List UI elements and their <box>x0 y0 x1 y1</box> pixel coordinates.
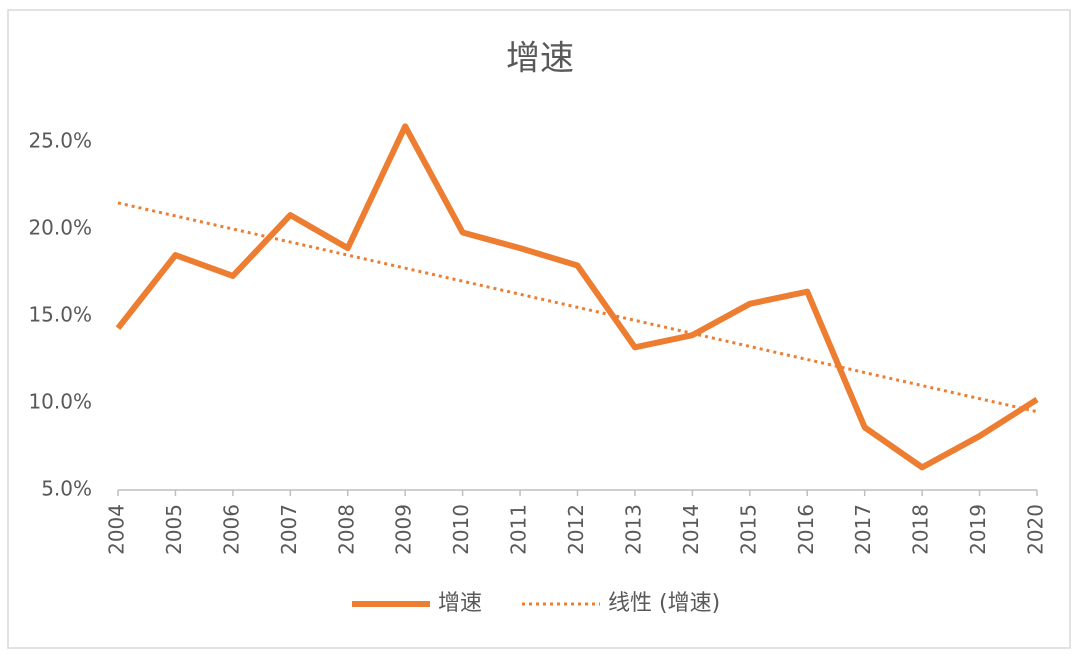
x-tick-label: 2006 <box>219 504 243 555</box>
x-tick-label: 2011 <box>507 504 531 555</box>
x-tick-label: 2019 <box>966 504 990 555</box>
y-tick-label: 5.0% <box>41 477 92 501</box>
x-tick-label: 2009 <box>392 504 416 555</box>
x-tick-label: 2020 <box>1024 504 1048 555</box>
x-tick-label: 2007 <box>277 504 301 555</box>
x-tick-label: 2017 <box>851 504 875 555</box>
legend-label: 增速 <box>438 591 482 616</box>
x-tick-label: 2015 <box>736 504 760 555</box>
y-tick-label: 25.0% <box>28 129 92 153</box>
trendline <box>117 201 1038 414</box>
y-tick-label: 20.0% <box>28 216 92 240</box>
chart-border <box>7 9 1071 649</box>
legend-label: 线性 (增速) <box>608 591 720 616</box>
y-tick-label: 15.0% <box>28 303 92 327</box>
x-tick-label: 2005 <box>162 504 186 555</box>
x-tick-label: 2004 <box>105 504 129 555</box>
line-series <box>115 123 1039 471</box>
x-tick-label: 2014 <box>679 504 703 555</box>
chart-title: 增速 <box>506 39 574 79</box>
x-tick-label: 2008 <box>334 504 358 555</box>
x-tick-label: 2012 <box>564 504 588 555</box>
x-tick-label: 2013 <box>621 504 645 555</box>
y-tick-label: 10.0% <box>28 390 92 414</box>
x-tick-label: 2016 <box>794 504 818 555</box>
x-tick-label: 2010 <box>449 504 473 555</box>
x-tick-label: 2018 <box>909 504 933 555</box>
